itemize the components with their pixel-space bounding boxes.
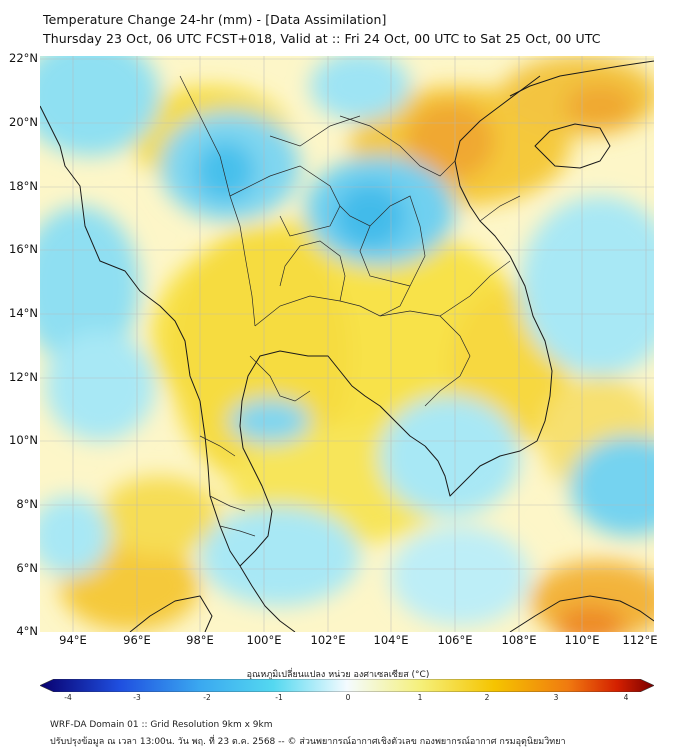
lat-label-14n: 14°N [9, 306, 38, 320]
footer-model-info: WRF-DA Domain 01 :: Grid Resolution 9km … [50, 720, 273, 730]
lat-label-20n: 20°N [9, 115, 38, 129]
admin-borders [179, 75, 521, 537]
colorbar-tick: 2 [484, 693, 490, 702]
lat-label-6n: 6°N [16, 561, 38, 575]
lon-label-112e: 112°E [622, 633, 658, 647]
lon-label-110e: 110°E [564, 633, 600, 647]
lat-label-18n: 18°N [9, 179, 38, 193]
temperature-change-map [40, 56, 654, 632]
colorbar-tick: -4 [64, 693, 72, 702]
colorbar [40, 679, 654, 692]
lon-label-106e: 106°E [437, 633, 473, 647]
colorbar-tick: 4 [623, 693, 629, 702]
lon-label-104e: 104°E [373, 633, 409, 647]
lat-label-16n: 16°N [9, 242, 38, 256]
lon-label-98e: 98°E [186, 633, 214, 647]
lat-label-4n: 4°N [16, 624, 38, 638]
colorbar-tick: 3 [553, 693, 559, 702]
lon-label-94e: 94°E [59, 633, 87, 647]
map-subtitle: Thursday 23 Oct, 06 UTC FCST+018, Valid … [43, 31, 601, 46]
colorbar-tick: 0 [345, 693, 351, 702]
lon-label-96e: 96°E [123, 633, 151, 647]
lon-label-108e: 108°E [501, 633, 537, 647]
lon-label-102e: 102°E [310, 633, 346, 647]
lat-label-22n: 22°N [9, 51, 38, 65]
colorbar-tick: 1 [417, 693, 423, 702]
colorbar-label: อุณหภูมิเปลี่ยนแปลง หน่วย องศาเซลเซียส (… [246, 670, 430, 680]
map-title: Temperature Change 24-hr (mm) - [Data As… [43, 12, 387, 27]
lat-label-12n: 12°N [9, 370, 38, 384]
colorbar-tick: -2 [203, 693, 211, 702]
colorbar-tick: -3 [133, 693, 141, 702]
lat-label-8n: 8°N [16, 497, 38, 511]
lon-label-100e: 100°E [246, 633, 282, 647]
coastlines [40, 60, 654, 632]
colorbar-tick: -1 [275, 693, 283, 702]
graticule [40, 56, 654, 632]
lat-label-10n: 10°N [9, 433, 38, 447]
footer-update-info: ปรับปรุงข้อมูล ณ เวลา 13:00น. วัน พฤ. ที… [50, 737, 566, 747]
